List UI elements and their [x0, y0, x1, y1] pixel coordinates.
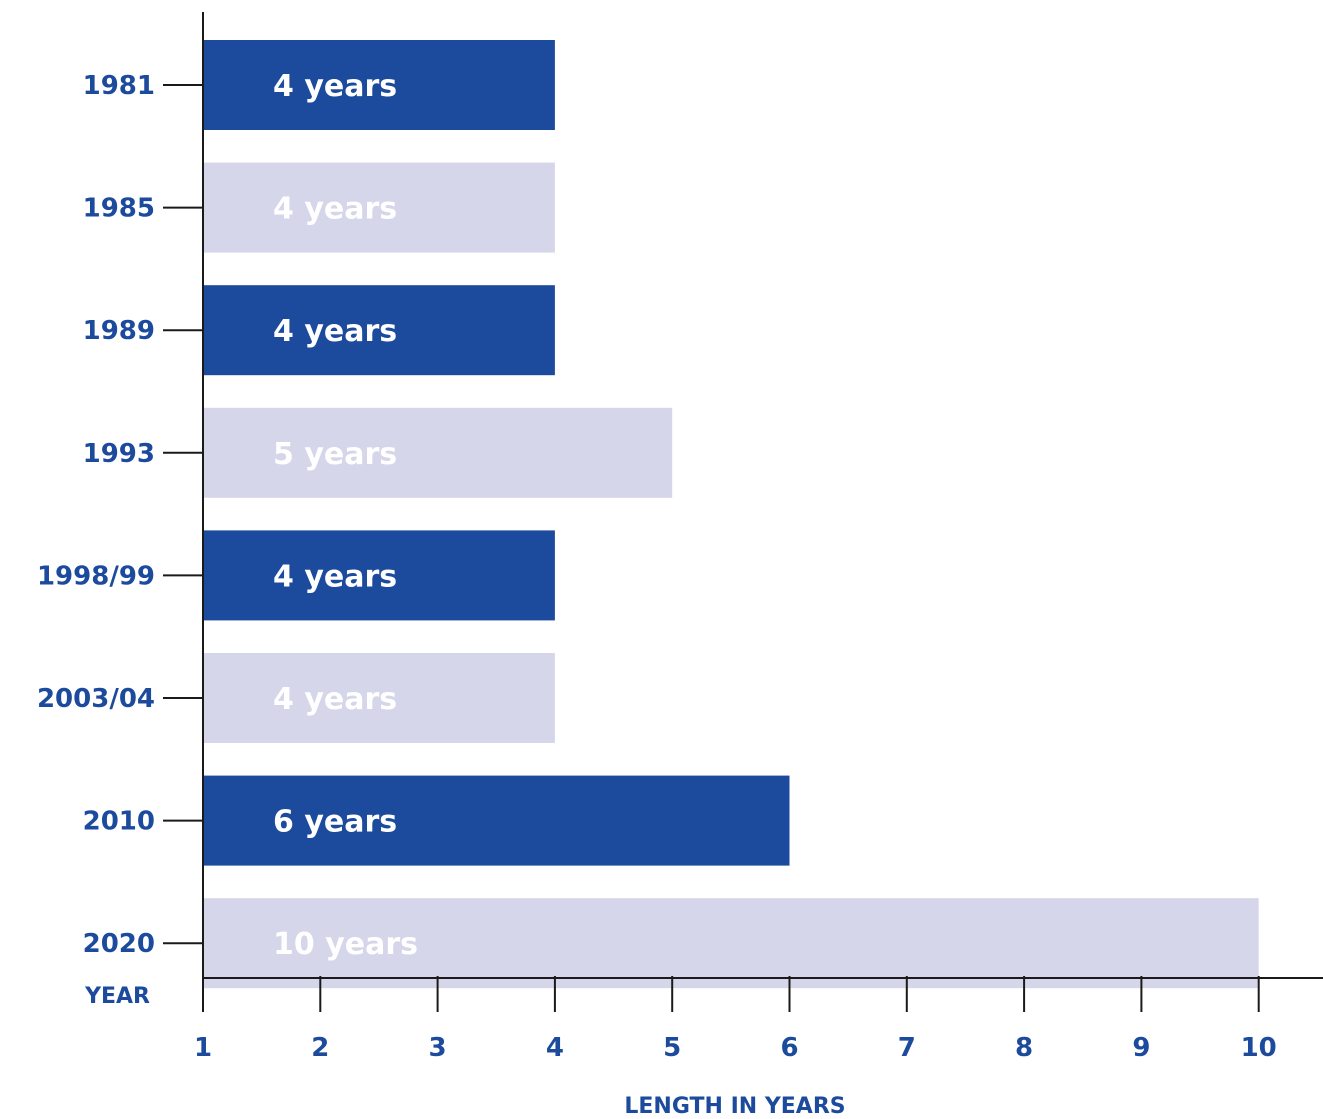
x-tick-label: 9 — [1132, 1033, 1150, 1063]
bar-1993 — [203, 407, 673, 498]
bar-1998-99 — [203, 530, 555, 621]
x-tick-label: 8 — [1015, 1033, 1033, 1063]
bar-2020 — [203, 898, 1259, 989]
y-tick-label: 1989 — [83, 316, 155, 346]
x-tick-label: 5 — [663, 1033, 681, 1063]
x-tick-label: 7 — [898, 1033, 916, 1063]
x-tick-label: 3 — [429, 1033, 447, 1063]
y-tick-label: 2010 — [83, 807, 155, 837]
bar-label-1981: 4 years — [273, 69, 397, 104]
bar-label-2003-04: 4 years — [273, 682, 397, 717]
bar-2010 — [203, 775, 790, 866]
axes-layer — [202, 12, 1323, 979]
bar-label-2010: 6 years — [273, 805, 397, 840]
bar-label-1993: 5 years — [273, 437, 397, 472]
y-tick-label: 1981 — [83, 71, 155, 101]
bar-1985 — [203, 162, 555, 253]
y-tick-label: 2020 — [83, 929, 155, 959]
y-tick-label: 2003/04 — [37, 684, 155, 714]
bar-label-2020: 10 years — [273, 927, 418, 962]
bars-layer: 4 years 4 years 4 years 5 years 4 years 4 yea… — [203, 40, 1259, 989]
y-axis-label: YEAR — [84, 984, 150, 1009]
x-tick-label: 2 — [311, 1033, 329, 1063]
bar-label-1998-99: 4 years — [273, 559, 397, 594]
x-tick-label: 1 — [194, 1033, 212, 1063]
bar-label-1985: 4 years — [273, 192, 397, 227]
y-tick-label: 1993 — [83, 439, 155, 469]
y-tick-label: 1998/99 — [37, 561, 155, 591]
y-tick-label: 1985 — [83, 194, 155, 224]
bar-1981 — [203, 40, 555, 130]
bar-label-1989: 4 years — [273, 314, 397, 349]
x-tick-label: 10 — [1241, 1033, 1277, 1063]
x-axis-label: LENGTH IN YEARS — [624, 1094, 845, 1119]
bar-2003-04 — [203, 653, 555, 743]
bar-1989 — [203, 285, 555, 376]
x-tick-label: 6 — [780, 1033, 798, 1063]
x-tick-label: 4 — [546, 1033, 564, 1063]
y-ticks-layer: 1981 1985 1989 1993 1998/99 2003/04 2010 2020 — [37, 71, 203, 959]
x-ticks-layer: 1 2 3 4 5 6 7 8 9 10 — [194, 976, 1277, 1063]
